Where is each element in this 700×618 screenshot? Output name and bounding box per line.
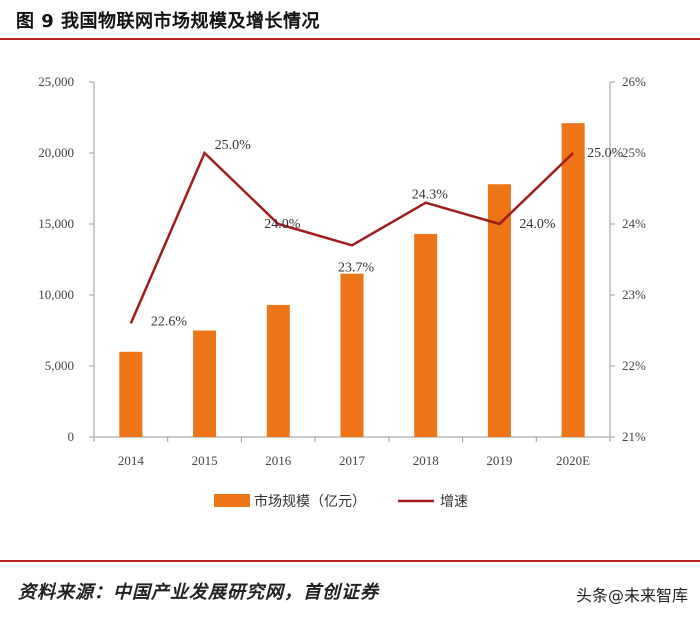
x-tick-label: 2018	[413, 453, 439, 468]
growth-data-label: 25.0%	[215, 138, 252, 153]
bar	[119, 351, 143, 437]
source-note: 资料来源：中国产业发展研究网，首创证券	[18, 582, 379, 603]
y-right-tick-label: 25%	[622, 145, 646, 160]
x-tick-label: 2014	[118, 453, 145, 468]
y-left-tick-label: 20,000	[38, 145, 74, 160]
x-tick-label: 2017	[339, 453, 366, 468]
legend-label-bar: 市场规模（亿元）	[254, 493, 366, 510]
growth-data-label: 24.3%	[412, 188, 449, 203]
bar	[340, 273, 364, 437]
growth-data-label: 23.7%	[338, 260, 375, 275]
x-tick-label: 2016	[265, 453, 292, 468]
figure-title: 图 9 我国物联网市场规模及增长情况	[16, 11, 321, 32]
x-tick-label: 2019	[486, 453, 512, 468]
growth-data-label: 24.0%	[264, 217, 301, 232]
y-left-tick-label: 5,000	[45, 358, 74, 373]
y-right-tick-label: 23%	[622, 287, 646, 302]
y-left-tick-label: 15,000	[38, 216, 74, 231]
growth-data-label: 25.0%	[587, 146, 624, 161]
growth-data-label: 22.6%	[151, 314, 188, 329]
y-right-tick-label: 22%	[622, 358, 646, 373]
figure-title-row: 图 9 我国物联网市场规模及增长情况	[16, 6, 320, 34]
legend-swatch-bar	[214, 494, 250, 507]
growth-data-label: 24.0%	[519, 217, 556, 232]
bar	[561, 123, 585, 438]
x-tick-label: 2015	[192, 453, 218, 468]
bottom-rule	[0, 560, 700, 562]
y-right-tick-label: 24%	[622, 216, 646, 231]
bar	[266, 304, 290, 437]
y-right-tick-label: 21%	[622, 429, 646, 444]
y-left-tick-label: 0	[68, 429, 75, 444]
y-left-tick-label: 25,000	[38, 74, 74, 89]
y-right-tick-label: 26%	[622, 74, 646, 89]
y-left-tick-label: 10,000	[38, 287, 74, 302]
bar	[414, 233, 438, 437]
chart: 0 5,000 10,000 15,000 20,000 25,000 21% 22% 23% 2…	[38, 74, 646, 510]
x-tick-label: 2020E	[556, 453, 590, 468]
bar	[487, 184, 511, 437]
legend-label-line: 增速	[440, 494, 468, 510]
bar	[193, 330, 217, 437]
watermark-text: 头条@未来智库	[575, 586, 688, 605]
top-rule	[0, 38, 700, 40]
